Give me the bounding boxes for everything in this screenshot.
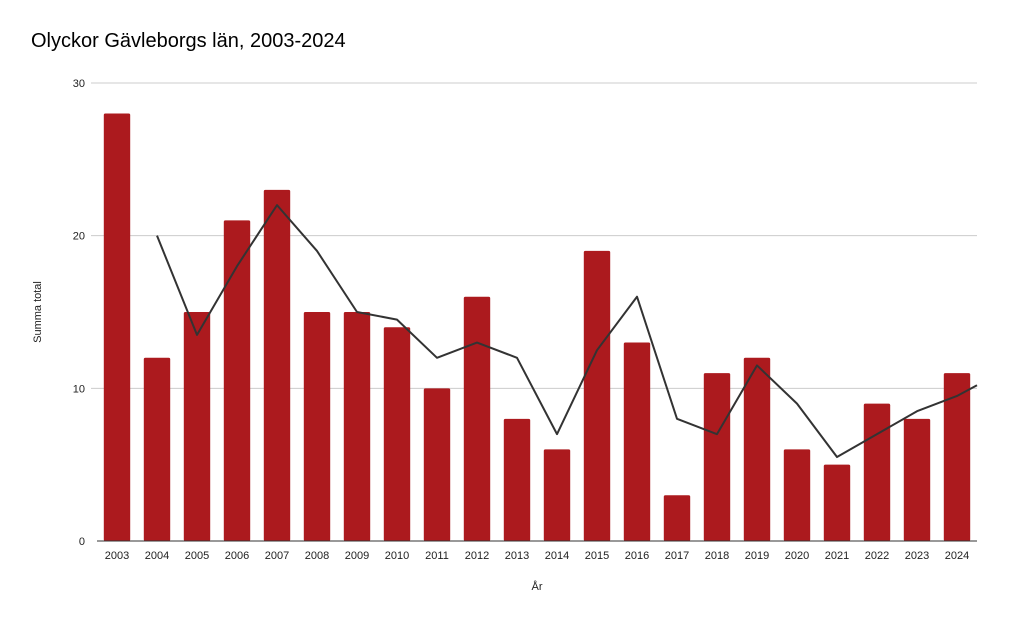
bar xyxy=(543,449,571,541)
x-tick-label: 2021 xyxy=(825,550,849,562)
bar xyxy=(703,373,731,541)
bar-series xyxy=(103,113,971,542)
line-series xyxy=(156,204,978,459)
bar xyxy=(303,312,331,541)
x-tick-label: 2009 xyxy=(345,550,369,562)
x-tick-label: 2017 xyxy=(665,550,689,562)
x-tick-labels: 2003 2004 2005 2006 2007 2008 2009 2010 2011 2012… xyxy=(105,550,969,562)
x-tick-label: 2018 xyxy=(705,550,729,562)
line-series-path xyxy=(156,204,978,459)
bar xyxy=(783,449,811,541)
bar xyxy=(743,357,771,541)
bar xyxy=(183,312,211,541)
x-tick-label: 2004 xyxy=(145,550,169,562)
x-tick-label: 2022 xyxy=(865,550,889,562)
bar xyxy=(423,388,451,541)
y-tick-label: 20 xyxy=(73,231,85,243)
y-tick-label: 30 xyxy=(73,78,85,90)
x-tick-label: 2012 xyxy=(465,550,489,562)
y-tick-label: 10 xyxy=(73,383,85,395)
y-tick-label: 0 xyxy=(79,536,85,548)
bar xyxy=(663,495,691,541)
x-tick-label: 2019 xyxy=(745,550,769,562)
y-tick-labels: 0 10 20 30 xyxy=(73,78,85,548)
x-tick-label: 2006 xyxy=(225,550,249,562)
bar xyxy=(903,418,931,541)
x-tick-label: 2008 xyxy=(305,550,329,562)
bar xyxy=(383,327,411,541)
bar xyxy=(503,418,531,541)
bar xyxy=(823,464,851,541)
bar xyxy=(143,357,171,541)
y-axis-label: Summa total xyxy=(32,281,44,343)
x-tick-label: 2023 xyxy=(905,550,929,562)
x-tick-label: 2024 xyxy=(945,550,969,562)
bar xyxy=(863,403,891,541)
chart-title: Olyckor Gävleborgs län, 2003-2024 xyxy=(31,30,346,52)
bar xyxy=(623,342,651,541)
x-tick-label: 2014 xyxy=(545,550,569,562)
x-tick-label: 2015 xyxy=(585,550,609,562)
x-tick-label: 2016 xyxy=(625,550,649,562)
x-tick-label: 2003 xyxy=(105,550,129,562)
bar xyxy=(343,312,371,541)
x-tick-label: 2007 xyxy=(265,550,289,562)
x-tick-label: 2013 xyxy=(505,550,529,562)
x-tick-label: 2011 xyxy=(425,550,449,562)
bar xyxy=(463,296,491,541)
bar xyxy=(103,113,131,542)
bar xyxy=(263,189,291,541)
x-axis-label: År xyxy=(532,580,543,593)
x-tick-label: 2005 xyxy=(185,550,209,562)
bar xyxy=(223,220,251,541)
bar xyxy=(943,373,971,541)
x-tick-label: 2010 xyxy=(385,550,409,562)
bar xyxy=(583,250,611,541)
x-tick-label: 2020 xyxy=(785,550,809,562)
